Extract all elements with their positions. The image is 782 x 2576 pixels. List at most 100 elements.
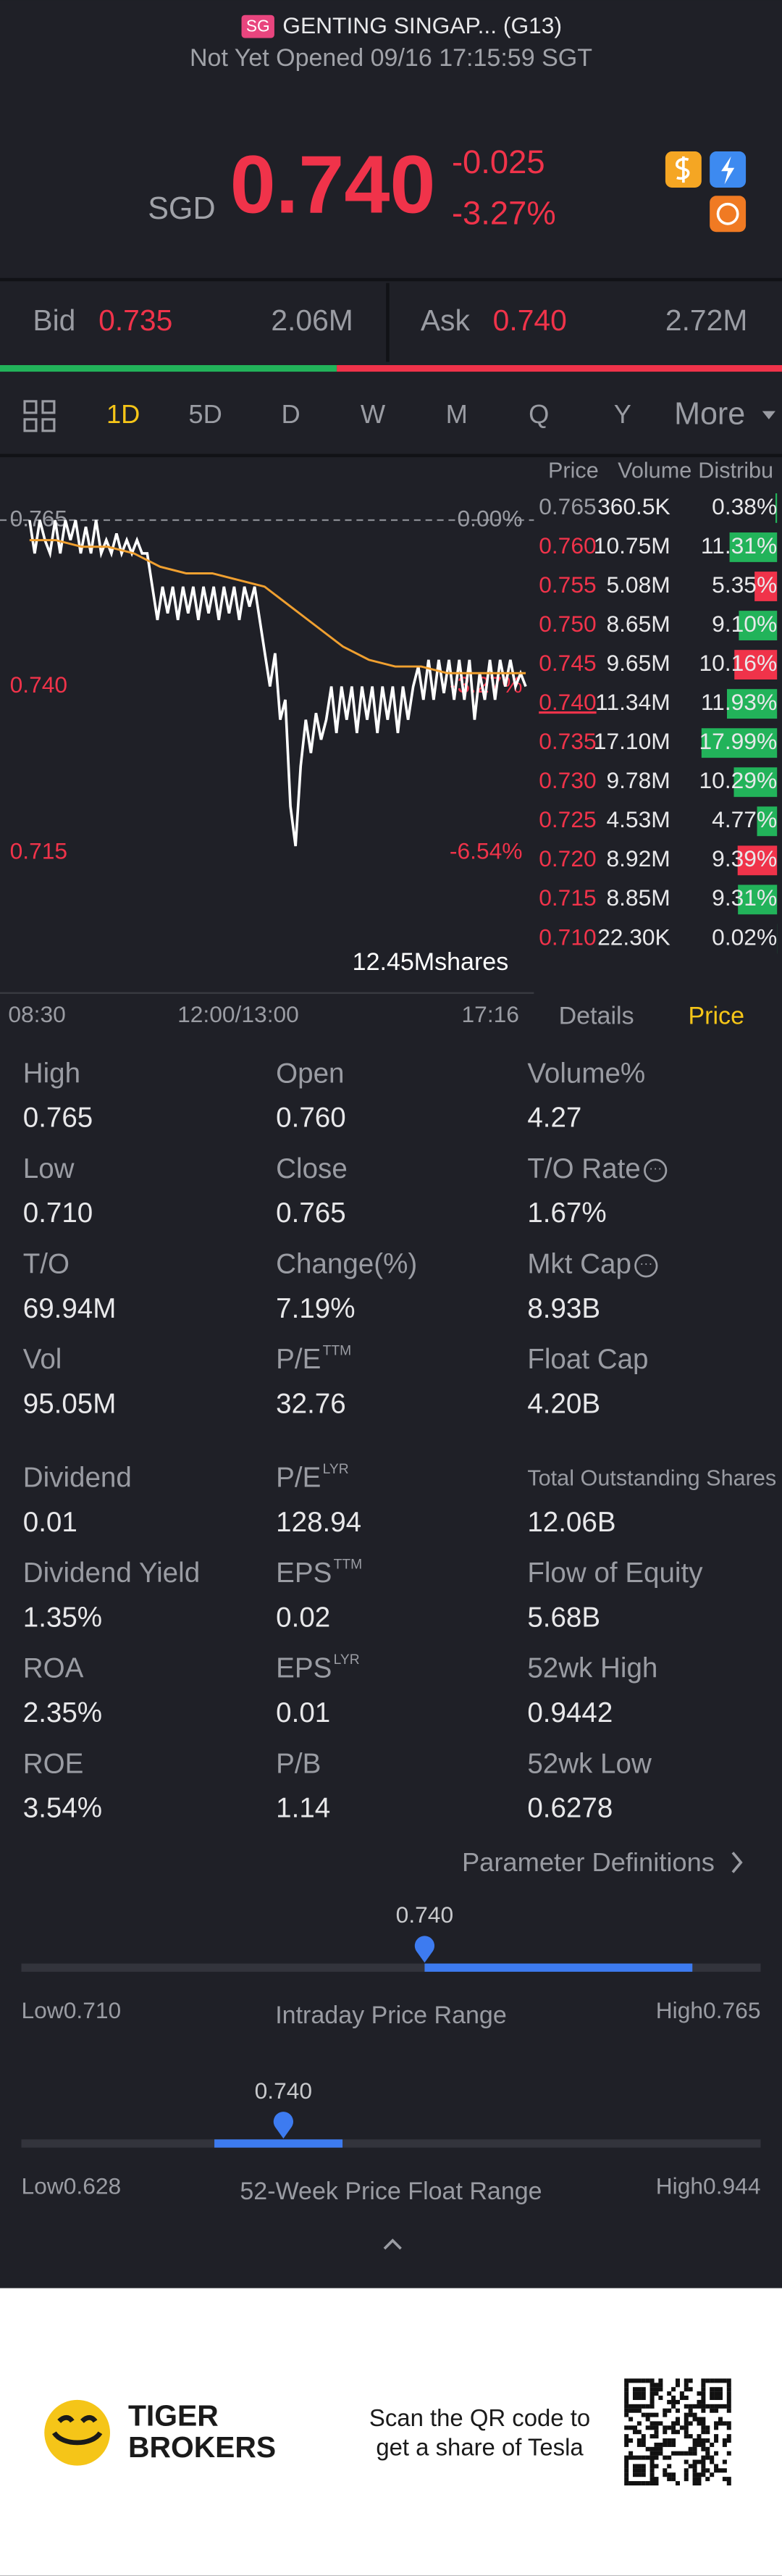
qr-module [701, 2472, 706, 2477]
qr-module [692, 2481, 697, 2486]
book-volume: 360.5K [597, 493, 670, 519]
period-tab[interactable]: M [446, 399, 468, 429]
qr-module [671, 2442, 676, 2447]
qr-module [701, 2391, 706, 2396]
qr-module [663, 2408, 668, 2413]
qr-module [632, 2464, 637, 2469]
qr-module [726, 2391, 731, 2396]
qr-module [624, 2468, 629, 2473]
qr-module [714, 2434, 719, 2439]
qr-module [722, 2442, 727, 2447]
qr-module [705, 2455, 710, 2460]
qr-module [726, 2399, 731, 2404]
qr-module [641, 2404, 646, 2409]
x-tick-label: 08:30 [8, 1001, 65, 1027]
period-tab[interactable]: More [674, 397, 745, 432]
qr-module [654, 2383, 659, 2388]
qr-module [705, 2446, 710, 2451]
qr-module [692, 2459, 697, 2464]
detail-tab[interactable]: Details [559, 1003, 634, 1030]
qr-module [628, 2438, 634, 2443]
period-tab[interactable]: W [361, 399, 386, 429]
qr-module [697, 2434, 702, 2439]
qr-module [684, 2430, 689, 2435]
qr-code [624, 2378, 731, 2486]
stat-label: Total Outstanding Shares [527, 1465, 776, 1490]
period-tab[interactable]: D [281, 399, 300, 429]
y-tick-label: 0.740 [10, 672, 67, 698]
qr-module [671, 2430, 676, 2435]
collapse-chevron[interactable] [383, 2238, 402, 2250]
qr-module [632, 2387, 637, 2392]
bid-size: 2.06M [271, 304, 353, 337]
book-price: 0.725 [539, 806, 596, 832]
qr-module [726, 2421, 731, 2426]
detail-tab[interactable]: Price [688, 1003, 744, 1030]
qr-module [628, 2451, 634, 2456]
qr-module [649, 2451, 655, 2456]
qr-module [710, 2391, 715, 2396]
stat-value: 69.94M [23, 1293, 117, 1324]
qr-module [645, 2417, 650, 2422]
qr-module [675, 2430, 680, 2435]
period-tab[interactable]: 1D [106, 399, 140, 429]
book-price: 0.720 [539, 845, 596, 871]
qr-module [701, 2383, 706, 2388]
qr-module [714, 2468, 719, 2473]
period-tab[interactable]: Q [529, 399, 549, 429]
bid-label: Bid [33, 304, 75, 337]
stat-label: T/O [23, 1249, 70, 1280]
qr-module [658, 2446, 663, 2451]
qr-module [718, 2378, 723, 2383]
qr-module [632, 2430, 637, 2435]
stat-value: 0.765 [23, 1103, 93, 1134]
qr-module [632, 2391, 637, 2396]
qr-module [714, 2425, 719, 2430]
book-volume: 22.30K [597, 924, 670, 950]
change: -0.025 [452, 143, 545, 180]
qr-module [624, 2481, 629, 2486]
qr-module [636, 2391, 642, 2396]
qr-module [667, 2477, 672, 2482]
qr-module [722, 2438, 727, 2443]
stat-label: Close [276, 1153, 348, 1184]
qr-module [701, 2387, 706, 2392]
parameter-link[interactable]: Parameter Definitions [462, 1847, 715, 1877]
book-volume: 11.34M [595, 689, 670, 715]
book-header: Price [548, 459, 599, 483]
info-icon[interactable] [644, 1158, 668, 1182]
book-pct: 5.35% [712, 572, 777, 598]
chart-type-icon[interactable] [23, 400, 56, 432]
stat-label: Flow of Equity [527, 1557, 703, 1589]
stat-value: 0.01 [276, 1697, 330, 1728]
stat-value: 128.94 [276, 1507, 361, 1538]
book-pct: 9.39% [712, 845, 777, 871]
stat-value: 1.35% [23, 1602, 102, 1633]
bid-bar [0, 365, 337, 372]
book-header: Volume [618, 459, 691, 483]
promo-text: get a share of Tesla [376, 2434, 584, 2461]
book-price: 0.710 [539, 924, 596, 950]
qr-module [718, 2404, 723, 2409]
x-tick-label: 12:00/13:00 [177, 1001, 299, 1027]
period-tab[interactable]: 5D [188, 399, 222, 429]
qr-module [701, 2425, 706, 2430]
currency: SGD [148, 191, 215, 226]
qr-module [636, 2378, 642, 2383]
book-price: 0.750 [539, 611, 596, 637]
range-fill [424, 1963, 693, 1972]
qr-module [624, 2378, 629, 2383]
stat-value: 32.76 [276, 1388, 346, 1419]
average-line [29, 539, 526, 674]
book-volume: 5.08M [606, 572, 670, 598]
ask-price: 0.740 [493, 304, 567, 337]
qr-module [654, 2421, 659, 2426]
icon-swap[interactable] [710, 196, 747, 233]
qr-module [697, 2481, 702, 2486]
icon-swap-glyph [716, 202, 739, 225]
info-icon[interactable] [634, 1254, 658, 1278]
period-tab[interactable]: Y [614, 399, 631, 429]
qr-module [654, 2451, 659, 2456]
qr-module [649, 2446, 655, 2451]
